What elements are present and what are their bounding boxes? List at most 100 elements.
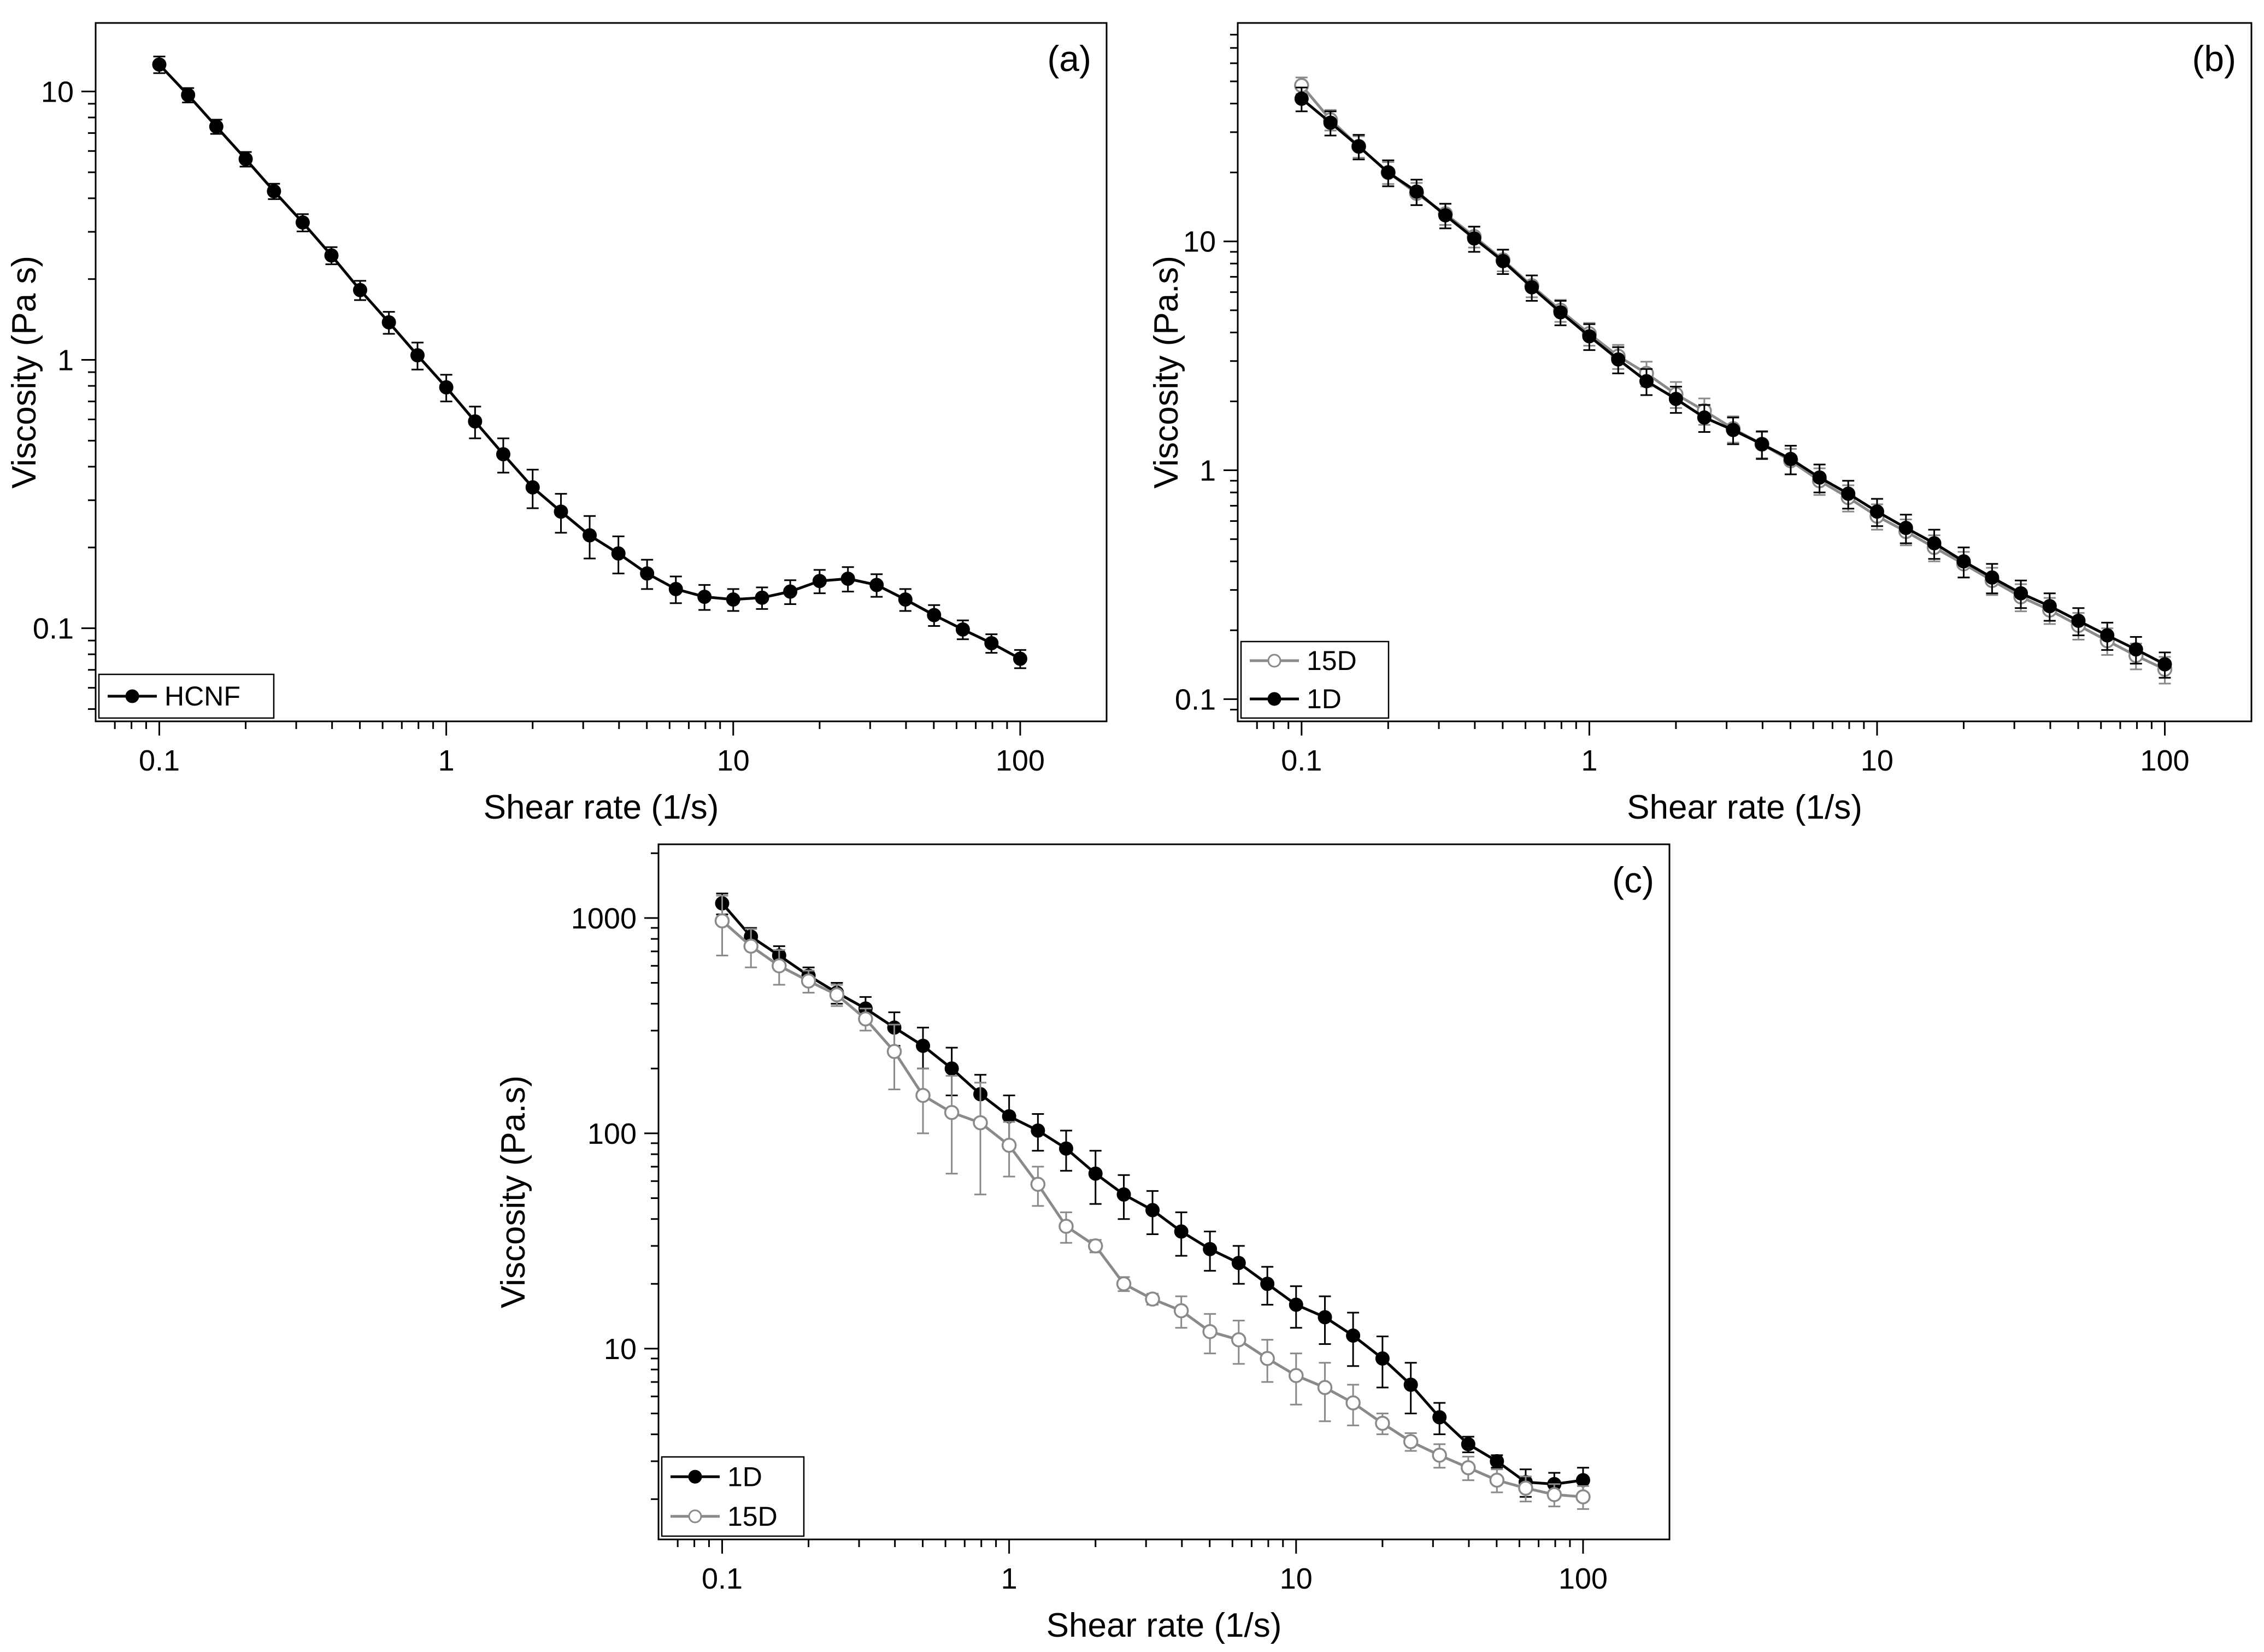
data-point xyxy=(1116,1276,1132,1292)
data-point xyxy=(1351,139,1366,154)
y-axis-title: Viscosity (Pa.s) xyxy=(1148,256,1185,489)
data-point xyxy=(886,1044,902,1059)
data-point xyxy=(1116,1187,1131,1202)
data-point xyxy=(726,592,740,607)
legend-marker xyxy=(1267,692,1281,706)
legend-entry-hcnf: HCNF xyxy=(108,681,240,712)
data-point xyxy=(898,592,913,607)
data-point xyxy=(869,578,884,592)
data-point xyxy=(1318,1310,1332,1325)
data-point xyxy=(1438,208,1453,222)
data-point xyxy=(1467,231,1481,246)
data-point xyxy=(1575,1473,1590,1488)
data-point xyxy=(1031,1123,1045,1138)
legend: HCNF xyxy=(98,673,275,719)
series-1d xyxy=(715,892,1590,1498)
data-point xyxy=(812,574,827,589)
data-point xyxy=(714,913,730,928)
data-point xyxy=(295,215,310,230)
data-point xyxy=(772,958,787,974)
data-point xyxy=(2071,613,2086,628)
data-point xyxy=(944,1061,959,1076)
data-point xyxy=(525,480,540,495)
data-point xyxy=(2128,642,2143,657)
data-point xyxy=(1841,486,1856,501)
data-point xyxy=(668,581,683,596)
data-point xyxy=(1088,1166,1103,1181)
data-point xyxy=(468,414,483,429)
data-point xyxy=(1059,1219,1074,1234)
x-tick-label: 100 xyxy=(996,744,1045,777)
data-point xyxy=(238,152,253,167)
data-point xyxy=(1668,391,1683,406)
data-point xyxy=(381,315,396,330)
y-tick-label: 0.1 xyxy=(1175,683,1216,716)
plot-frame xyxy=(1237,22,2253,722)
x-tick-label: 10 xyxy=(717,744,750,777)
data-point xyxy=(1346,1328,1361,1343)
x-tick-label: 0.1 xyxy=(702,1562,743,1595)
data-point xyxy=(1013,651,1027,666)
data-point xyxy=(829,987,845,1003)
data-point xyxy=(1145,1291,1160,1307)
data-point xyxy=(1294,91,1309,106)
data-point xyxy=(1002,1109,1016,1124)
data-point xyxy=(181,87,196,102)
y-tick-label: 1000 xyxy=(571,902,637,935)
data-point xyxy=(743,938,758,954)
data-point xyxy=(1518,1480,1533,1496)
data-point xyxy=(496,447,510,462)
data-point xyxy=(410,348,425,363)
data-point xyxy=(1289,1297,1303,1312)
data-point xyxy=(840,571,855,586)
data-point xyxy=(1927,536,1942,551)
x-tick-label: 10 xyxy=(1280,1562,1313,1595)
x-tick-label: 0.1 xyxy=(1281,744,1322,777)
data-point xyxy=(1403,1434,1419,1449)
x-tick-label: 1 xyxy=(438,744,455,777)
data-point xyxy=(2014,586,2028,601)
data-point xyxy=(2100,628,2115,643)
data-point xyxy=(353,283,368,297)
data-point xyxy=(916,1038,931,1053)
panel-c: 0.1 1 10 100 10 100 1000 Shear rate (1/s) Viscos… xyxy=(495,843,1671,1644)
data-point xyxy=(1260,1351,1275,1366)
data-point xyxy=(1030,1177,1046,1192)
data-point xyxy=(439,380,454,395)
data-point xyxy=(1461,1437,1475,1451)
x-tick-label: 1 xyxy=(1001,1562,1018,1595)
series-1d xyxy=(1294,86,2172,679)
data-point xyxy=(944,1104,960,1120)
data-point xyxy=(1755,437,1769,451)
data-point xyxy=(1546,1487,1562,1502)
data-point xyxy=(1059,1141,1073,1156)
y-tick-label: 100 xyxy=(587,1118,637,1150)
y-tick-label: 10 xyxy=(1183,226,1216,258)
data-point xyxy=(984,636,999,650)
series-line xyxy=(1300,84,2166,671)
data-point xyxy=(1489,1472,1505,1488)
data-point xyxy=(1317,1380,1333,1395)
legend-marker xyxy=(125,689,139,703)
series-line xyxy=(1301,97,2166,666)
x-tick-label: 10 xyxy=(1861,744,1893,777)
data-point xyxy=(554,504,568,519)
data-point xyxy=(1231,1332,1246,1348)
data-point xyxy=(1432,1410,1447,1425)
data-point xyxy=(1174,1224,1189,1239)
legend-entry-1d: 1D xyxy=(671,1461,762,1492)
data-point xyxy=(1409,184,1424,199)
x-tick-label: 1 xyxy=(1581,744,1597,777)
series-line xyxy=(158,63,1021,660)
y-tick-label: 1 xyxy=(57,344,74,377)
data-point xyxy=(1697,410,1712,425)
data-point xyxy=(209,119,224,134)
series-hcnf xyxy=(152,55,1027,669)
legend-entry-1d: 1D xyxy=(1250,684,1342,714)
error-bar xyxy=(974,1081,987,1196)
data-point xyxy=(1611,352,1626,367)
x-axis-title: Shear rate (1/s) xyxy=(484,789,719,826)
